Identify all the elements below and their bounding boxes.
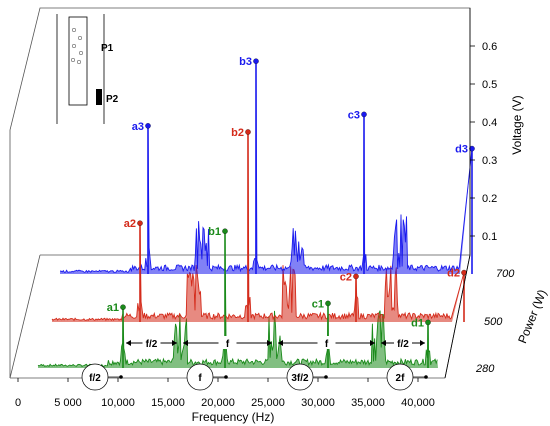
y-tick-label-2: 0.3 [482, 155, 497, 167]
x-tick-label-5: 25,000 [251, 397, 285, 409]
peak-dot-d1 [425, 319, 431, 326]
series-fill [52, 132, 464, 322]
harmonic-pointer-dot-0 [119, 375, 123, 379]
peak-dot-c2 [353, 273, 359, 280]
spacing-arrow-right-1 [267, 340, 272, 346]
peak-dot-b1 [222, 228, 228, 234]
peak-dot-b2 [245, 129, 251, 135]
peak-dot-a3 [145, 123, 151, 129]
spacing-arrow-right-3 [420, 340, 425, 346]
harmonic-circle-label-0: f/2 [89, 373, 101, 384]
x-tick-label-4: 20,000 [201, 397, 235, 409]
spacing-label-bg-3 [394, 336, 412, 349]
inset-bubble-3 [78, 50, 84, 56]
peak-label-b3: b3 [239, 56, 252, 68]
peak-label-a2: a2 [124, 218, 136, 230]
spectrum-traces [37, 61, 473, 368]
spacing-arrow-left-0 [126, 340, 131, 346]
series-700 [60, 61, 473, 275]
peak-dot-d3 [469, 145, 475, 152]
peak-label-c2: c2 [340, 271, 352, 283]
inset-bubble-1 [77, 35, 83, 41]
harmonic-circle-label-2: 3f/2 [291, 373, 309, 384]
inset-bubble-2 [71, 43, 77, 49]
z-axis-line [444, 254, 471, 379]
series-500 [51, 131, 465, 322]
z-axis-title: Power (W) [515, 288, 549, 346]
spacing-label-bg-1 [218, 336, 237, 349]
peak-dot-a2 [137, 220, 143, 226]
spacing-arrow-right-2 [370, 340, 375, 346]
peak-dot-c3 [361, 111, 367, 118]
harmonic-pointer-dot-1 [224, 375, 228, 379]
peak-label-b1: b1 [208, 226, 221, 238]
spacing-label-1: f [226, 339, 230, 350]
harmonic-pointer-dot-2 [324, 375, 328, 379]
sensor-inset: P1 P2 [56, 14, 119, 124]
peak-label-d3: d3 [455, 144, 468, 156]
inset-bubble-4 [70, 57, 76, 63]
spacing-arrow-left-1 [183, 340, 188, 346]
spacing-label-bg-2 [317, 336, 336, 349]
x-tick-label-2: 10,000 [101, 397, 135, 409]
y-tick-label-0: 0.1 [482, 231, 497, 243]
series-line [51, 131, 465, 322]
y-tick-label-4: 0.5 [482, 79, 497, 91]
spacing-label-2: f [325, 339, 329, 350]
spacing-label-bg-0 [142, 336, 161, 349]
axes: 0.1 0.2 0.3 0.4 0.5 0.6 Voltage (V) 0 5 000 10,00… [15, 8, 549, 424]
harmonic-pointer-dot-3 [424, 375, 428, 379]
y-tick-label-3: 0.4 [482, 117, 497, 129]
x-tick-label-3: 15,000 [151, 397, 185, 409]
inset-bubble-0 [71, 27, 77, 33]
y-tick-label-1: 0.2 [482, 193, 497, 205]
spacing-label-0: f/2 [146, 339, 158, 350]
peak-markers: a1 b1 c1 d1 a2 b2 c2 d2 a3 b3 c3 d3 [107, 56, 475, 368]
x-tick-label-1: 5 000 [54, 397, 82, 409]
peak-label-b2: b2 [231, 127, 244, 139]
x-tick-label-8: 40,000 [401, 397, 435, 409]
peak-dot-a1 [120, 304, 126, 310]
peak-label-c3: c3 [348, 109, 360, 121]
series-line [60, 61, 473, 273]
z-tick-label-1: 500 [484, 316, 503, 328]
peak-label-a1: a1 [107, 302, 119, 314]
inset-label-p1: P1 [101, 43, 114, 54]
x-tick-label-6: 30,000 [301, 397, 335, 409]
series-280 [37, 231, 438, 368]
peak-label-c1: c1 [312, 298, 324, 310]
peak-dot-b3 [253, 58, 259, 64]
x-tick-label-7: 35,000 [351, 397, 385, 409]
z-tick-label-2: 700 [496, 268, 515, 280]
series-fill [38, 231, 438, 368]
harmonic-annotations: f/2 f f f/2 f/2 f 3f/2 2f [81, 336, 428, 391]
harmonic-circle-label-1: f [198, 373, 202, 384]
z-tick-label-0: 280 [475, 363, 495, 375]
depth-edge [9, 254, 41, 379]
inset-label-p2: P2 [106, 94, 119, 105]
inset-sensor-p2 [96, 89, 102, 105]
spacing-arrow-left-3 [381, 340, 386, 346]
spacing-label-3: f/2 [397, 339, 409, 350]
peak-dot-c1 [325, 300, 331, 307]
peak-label-a3: a3 [132, 121, 144, 133]
x-axis-title: Frequency (Hz) [192, 410, 275, 424]
series-line [37, 231, 438, 368]
spacing-arrow-left-2 [278, 340, 283, 346]
inset-tube [68, 16, 88, 106]
y-tick-label-5: 0.6 [482, 41, 497, 53]
peak-label-d1: d1 [411, 317, 424, 329]
harmonic-circle-label-3: 2f [396, 373, 406, 384]
x-tick-label-0: 0 [15, 397, 21, 409]
y-axis-title: Voltage (V) [510, 95, 524, 154]
spacing-arrow-right-0 [172, 340, 177, 346]
inset-bubble-5 [76, 59, 82, 65]
peak-label-d2: d2 [447, 268, 460, 280]
series-fill [60, 61, 472, 275]
